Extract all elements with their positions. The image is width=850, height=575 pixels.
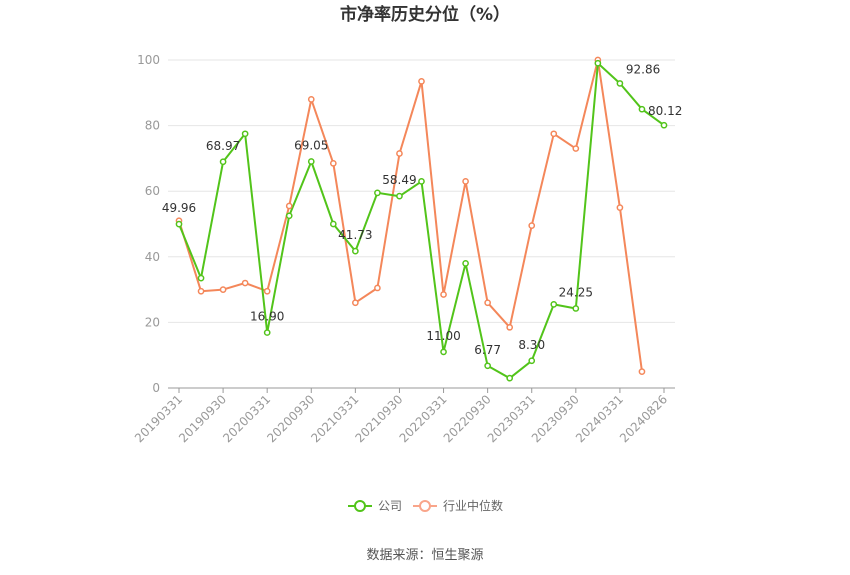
data-point[interactable] xyxy=(241,130,249,138)
data-label: 24.25 xyxy=(559,285,593,299)
y-tick-label: 40 xyxy=(145,250,160,264)
data-label: 49.96 xyxy=(162,201,196,215)
data-point[interactable] xyxy=(484,362,491,370)
data-point[interactable] xyxy=(329,159,337,167)
data-point[interactable] xyxy=(197,287,205,295)
data-point[interactable] xyxy=(175,220,183,228)
data-point[interactable] xyxy=(285,212,293,220)
data-point[interactable] xyxy=(440,291,447,298)
data-label: 11.00 xyxy=(426,329,460,343)
data-point[interactable] xyxy=(352,247,359,255)
data-label: 68.97 xyxy=(206,139,240,153)
data-point[interactable] xyxy=(197,274,205,282)
data-source: 数据来源：恒生聚源 xyxy=(366,548,483,563)
series-line-1 xyxy=(178,59,643,372)
data-point[interactable] xyxy=(616,80,624,87)
data-point[interactable] xyxy=(550,130,558,138)
data-labels: 49.96 68.97 16.90 69.05 41.73 58.49 11.00 6.77 8… xyxy=(162,62,683,356)
series-points xyxy=(175,56,668,382)
y-tick-label: 20 xyxy=(145,315,160,329)
data-point[interactable] xyxy=(528,357,536,365)
x-tick-label: 20240826 xyxy=(617,392,670,445)
data-point[interactable] xyxy=(352,299,359,307)
data-point[interactable] xyxy=(263,287,271,295)
data-label: 69.05 xyxy=(294,139,328,153)
data-label: 8.30 xyxy=(518,338,545,352)
data-point[interactable] xyxy=(374,189,381,197)
y-tick-label: 100 xyxy=(137,53,160,67)
data-point[interactable] xyxy=(396,150,403,157)
data-point[interactable] xyxy=(594,59,602,67)
data-point[interactable] xyxy=(572,305,580,312)
data-point[interactable] xyxy=(374,284,381,292)
x-axis: 2019033120190930202003312020093020210331… xyxy=(132,387,675,445)
data-label: 92.86 xyxy=(626,62,660,76)
data-point[interactable] xyxy=(307,158,315,165)
data-label: 6.77 xyxy=(474,343,501,357)
y-tick-label: 60 xyxy=(145,184,160,198)
data-point[interactable] xyxy=(550,301,558,308)
legend-industry-label: 行业中位数 xyxy=(443,498,503,513)
data-point[interactable] xyxy=(418,178,425,185)
data-point[interactable] xyxy=(396,192,403,200)
data-label: 16.90 xyxy=(250,310,284,324)
data-point[interactable] xyxy=(572,145,580,152)
y-tick-label: 80 xyxy=(145,119,160,133)
data-point[interactable] xyxy=(285,202,293,210)
data-point[interactable] xyxy=(638,368,646,375)
data-point[interactable] xyxy=(219,158,227,166)
data-point[interactable] xyxy=(484,299,491,307)
data-point[interactable] xyxy=(418,77,425,85)
y-tick-label: 0 xyxy=(152,381,160,395)
data-point[interactable] xyxy=(307,96,315,103)
legend-industry-marker xyxy=(419,500,431,512)
legend-company-label: 公司 xyxy=(378,499,402,513)
data-point[interactable] xyxy=(440,348,447,356)
chart-title: 市净率历史分位（%） xyxy=(340,4,510,25)
data-point[interactable] xyxy=(616,204,624,211)
data-point[interactable] xyxy=(329,220,337,228)
legend-item-company[interactable]: 公司 xyxy=(348,499,402,513)
legend-company-marker xyxy=(354,500,366,512)
data-point[interactable] xyxy=(660,121,668,129)
data-point[interactable] xyxy=(506,374,514,382)
data-point[interactable] xyxy=(528,222,536,229)
data-label: 80.12 xyxy=(648,104,682,118)
data-point[interactable] xyxy=(219,286,227,293)
data-point[interactable] xyxy=(462,260,469,267)
legend-item-industry[interactable]: 行业中位数 xyxy=(413,498,503,513)
series-lines xyxy=(178,59,665,380)
series-line-0 xyxy=(178,62,665,380)
data-label: 41.73 xyxy=(338,228,372,242)
data-point[interactable] xyxy=(263,329,271,336)
data-point[interactable] xyxy=(241,279,249,287)
grid xyxy=(168,59,675,323)
data-point[interactable] xyxy=(462,178,469,185)
data-label: 58.49 xyxy=(382,173,416,187)
data-point[interactable] xyxy=(638,105,646,113)
data-point[interactable] xyxy=(506,323,514,331)
legend: 公司 行业中位数 xyxy=(348,498,503,513)
y-axis: 0 20 40 60 80 100 xyxy=(137,53,160,395)
